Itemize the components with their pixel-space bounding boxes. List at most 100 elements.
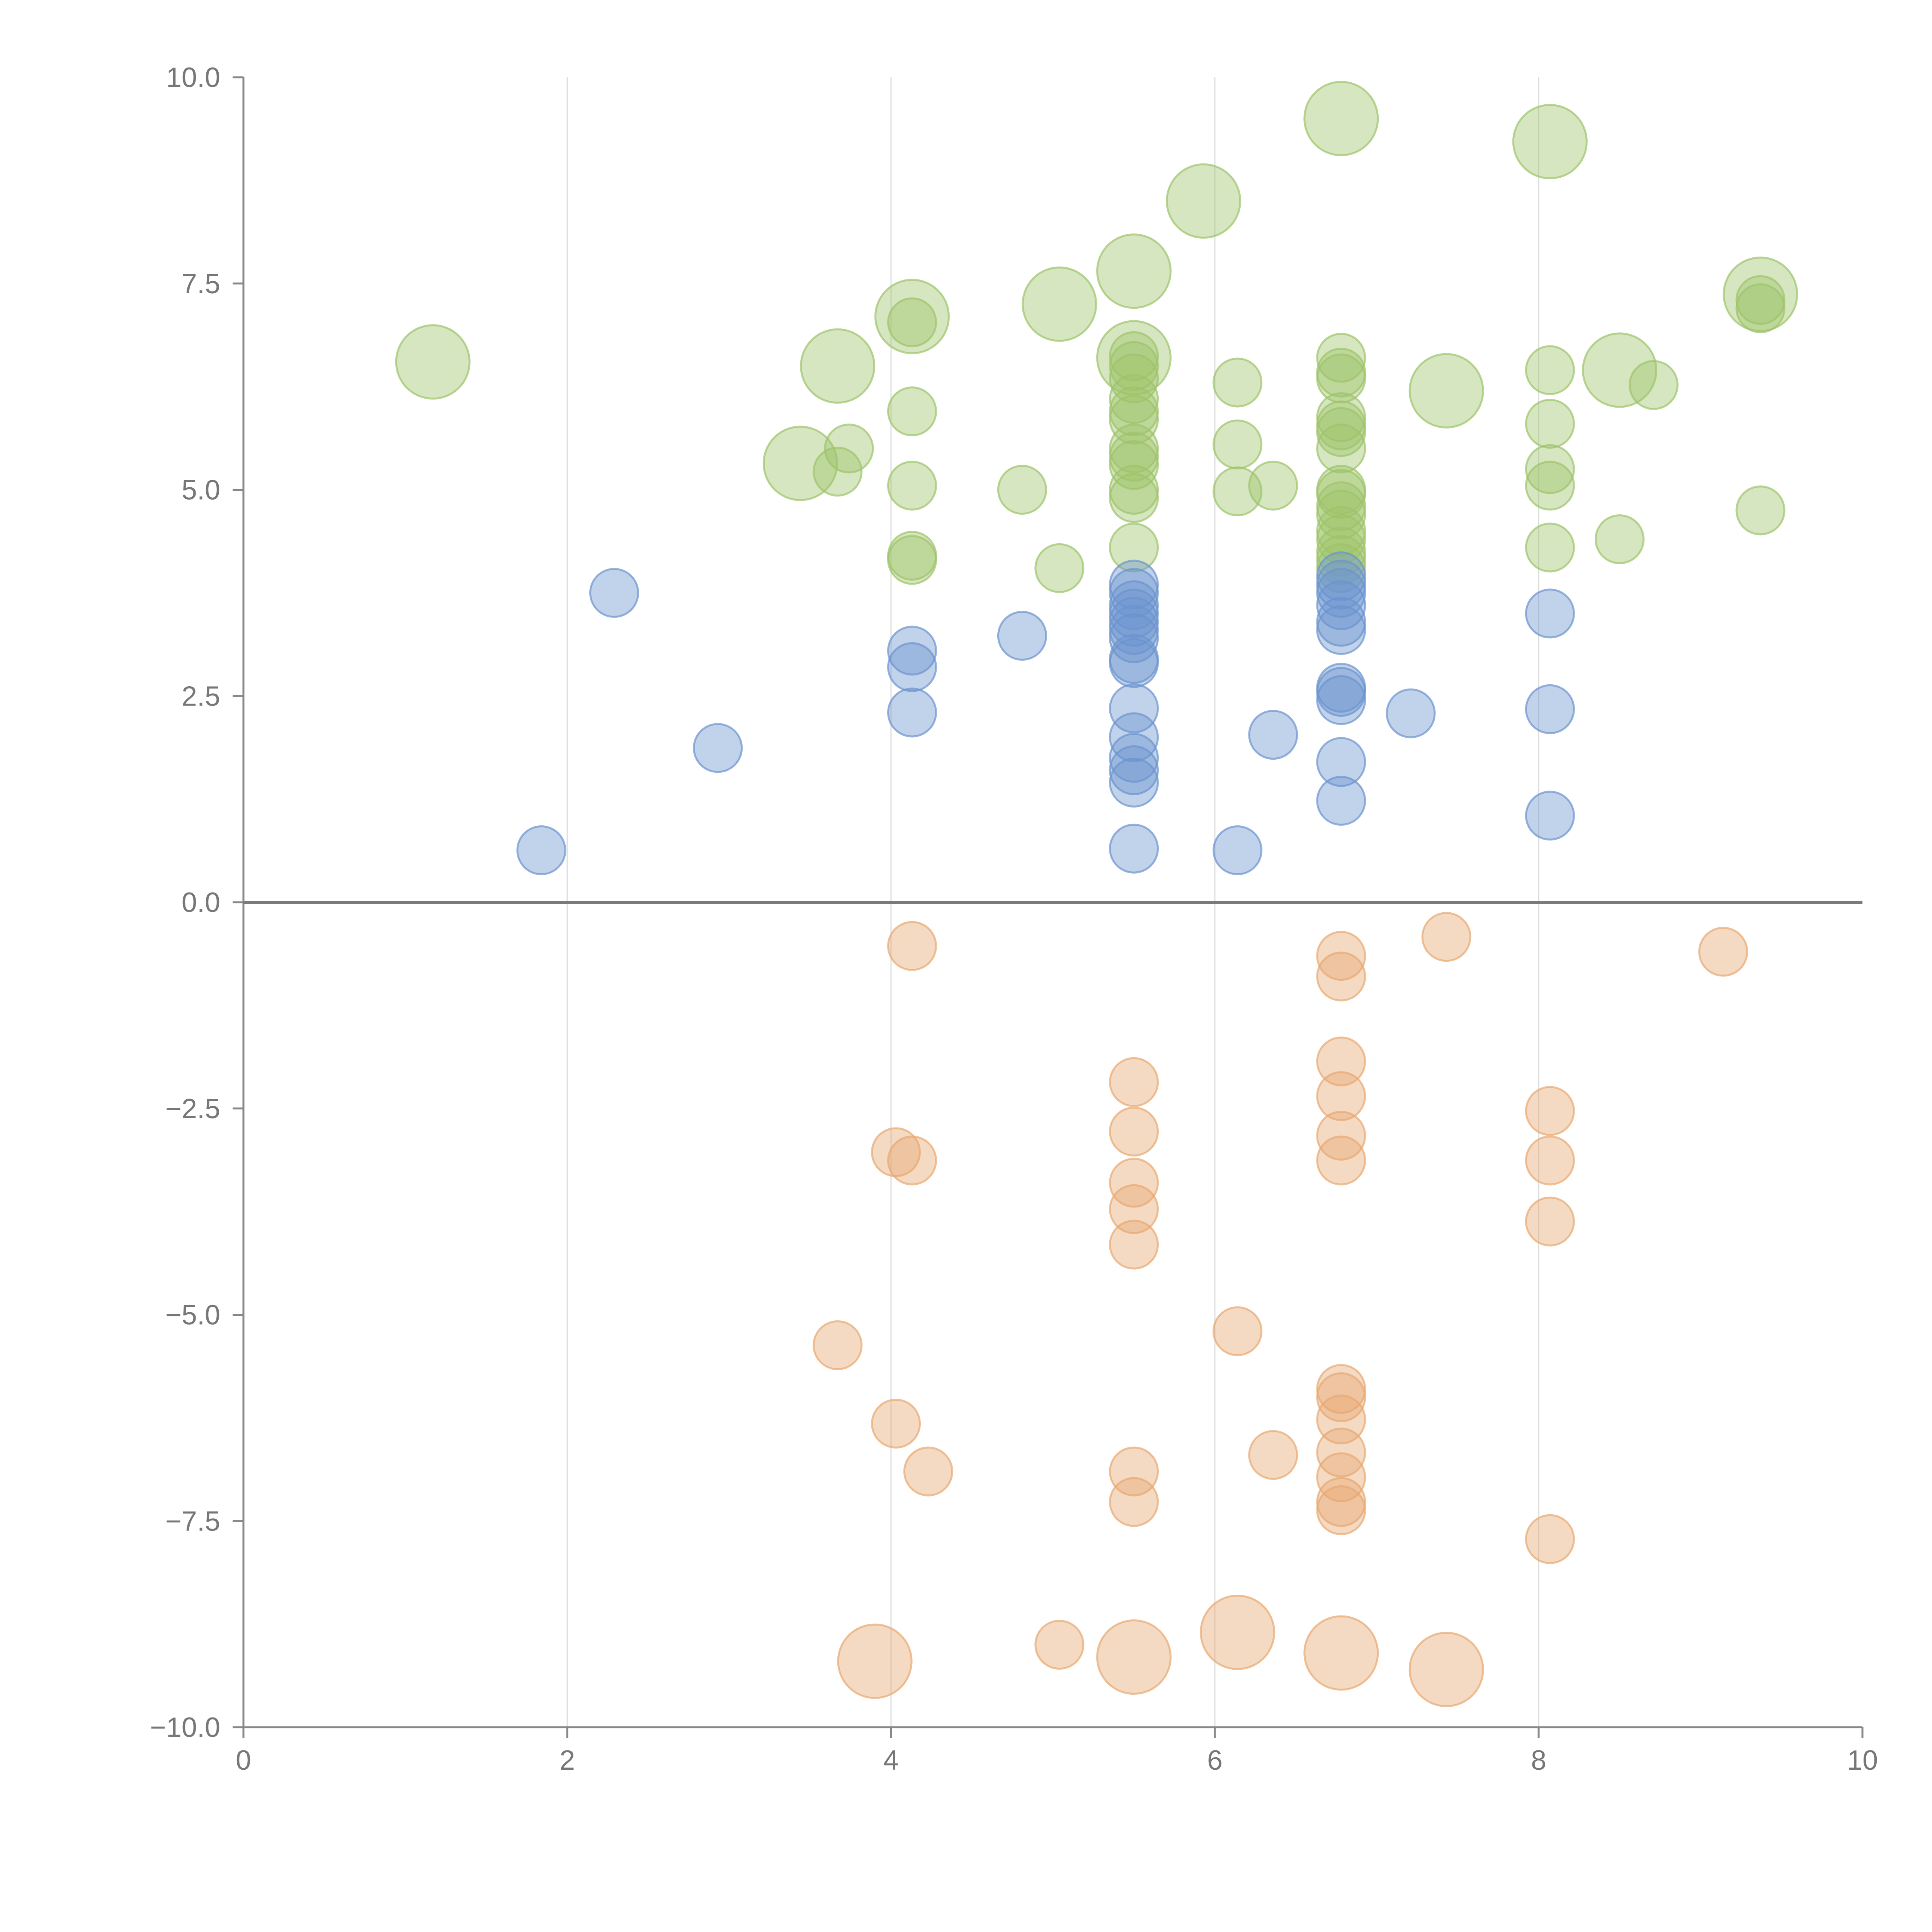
data-point-blue xyxy=(1316,737,1366,787)
data-point-orange xyxy=(871,1127,921,1177)
data-point-orange xyxy=(1525,1135,1575,1185)
y-tick-label: 2.5 xyxy=(182,681,220,712)
ticks: 0 2 4 6 8 10 10.0 7.5 5.0 2.5 0.0 −2.5 −5.0 −7.5 −10.0 xyxy=(150,62,1878,1776)
data-point-green xyxy=(1408,353,1484,429)
x-tick-label: 2 xyxy=(560,1745,575,1776)
data-point-green xyxy=(1303,81,1379,156)
data-point-green xyxy=(1109,395,1159,445)
data-point-orange xyxy=(1109,1446,1159,1497)
data-point-orange xyxy=(871,1398,921,1449)
data-point-green xyxy=(1109,522,1159,573)
y-tick-label: 0.0 xyxy=(182,887,220,918)
y-tick-label: 10.0 xyxy=(166,62,220,93)
data-point-green xyxy=(1525,444,1575,494)
x-tick-label: 8 xyxy=(1531,1745,1546,1776)
data-point-blue xyxy=(1316,568,1366,618)
data-point-blue xyxy=(997,611,1047,661)
data-point-blue xyxy=(693,723,743,773)
y-tick-label: 5.0 xyxy=(182,475,220,506)
data-point-orange xyxy=(1316,1485,1366,1535)
data-point-blue xyxy=(1109,823,1159,874)
data-point-orange xyxy=(887,1135,937,1185)
data-point-green xyxy=(1723,257,1798,332)
data-point-orange xyxy=(1316,931,1366,981)
data-point-blue xyxy=(516,825,566,875)
data-point-orange xyxy=(1200,1594,1276,1670)
data-point-orange xyxy=(1316,1135,1366,1185)
data-point-blue xyxy=(887,626,937,676)
data-point-orange xyxy=(1034,1620,1085,1670)
data-point-green xyxy=(1735,283,1786,333)
data-point-green xyxy=(1735,485,1786,536)
data-point-green xyxy=(1213,357,1263,408)
data-point-green xyxy=(1525,345,1575,395)
data-point-orange xyxy=(1525,1196,1575,1247)
data-point-blue xyxy=(1525,684,1575,734)
data-point-blue xyxy=(1386,688,1436,738)
data-point-green xyxy=(1248,461,1298,511)
data-point-blue xyxy=(1248,710,1298,760)
data-point-green xyxy=(887,461,937,511)
data-point-green xyxy=(1512,104,1588,180)
data-point-blue xyxy=(1109,638,1159,688)
data-point-green xyxy=(1096,233,1172,309)
data-point-green xyxy=(1109,374,1159,424)
data-point-green xyxy=(395,324,471,400)
data-point-green xyxy=(997,465,1047,515)
data-point-orange xyxy=(1213,1306,1263,1356)
data-point-orange xyxy=(1109,1184,1159,1234)
data-point-green xyxy=(887,297,937,347)
data-point-green xyxy=(1109,473,1159,523)
data-point-green xyxy=(1525,399,1575,449)
data-point-green xyxy=(1034,543,1085,593)
data-point-orange xyxy=(813,1320,863,1370)
data-point-green xyxy=(1316,333,1366,383)
data-point-orange xyxy=(1316,1036,1366,1087)
y-tick-label: −7.5 xyxy=(165,1506,220,1537)
x-tick-label: 4 xyxy=(883,1745,899,1776)
data-point-blue xyxy=(1109,683,1159,733)
data-point-green xyxy=(1213,419,1263,469)
data-point-blue xyxy=(887,687,937,738)
x-tick-label: 10 xyxy=(1847,1745,1878,1776)
y-tick-label: −2.5 xyxy=(165,1094,220,1124)
data-point-orange xyxy=(837,1623,913,1699)
data-point-green xyxy=(1316,407,1366,457)
data-point-green xyxy=(813,447,863,497)
data-point-blue xyxy=(1316,605,1366,655)
data-point-orange xyxy=(887,921,937,971)
data-point-orange xyxy=(1096,1619,1172,1695)
data-point-orange xyxy=(1109,1477,1159,1527)
data-point-green xyxy=(1316,469,1366,519)
data-point-blue xyxy=(1316,675,1366,725)
data-point-green xyxy=(1582,332,1657,408)
data-point-orange xyxy=(1109,1158,1159,1208)
data-point-blue xyxy=(1525,588,1575,639)
data-point-green xyxy=(1316,514,1366,565)
data-point-green xyxy=(887,535,937,585)
data-point-blue xyxy=(1109,757,1159,808)
data-point-blue xyxy=(1213,825,1263,875)
data-point-green xyxy=(800,328,876,404)
data-point-orange xyxy=(1525,1086,1575,1136)
data-point-green xyxy=(874,279,950,354)
x-tick-label: 6 xyxy=(1207,1745,1223,1776)
data-point-orange xyxy=(1408,1632,1484,1708)
data-point-green xyxy=(887,386,937,437)
data-point-orange xyxy=(1698,927,1748,977)
data-point-blue xyxy=(1316,776,1366,826)
data-points xyxy=(395,81,1798,1708)
data-point-orange xyxy=(1525,1514,1575,1564)
data-point-blue xyxy=(589,568,639,618)
data-point-green xyxy=(1022,266,1097,342)
data-point-blue xyxy=(1109,568,1159,618)
data-point-green xyxy=(1595,514,1645,565)
y-tick-label: −5.0 xyxy=(165,1300,220,1331)
data-point-orange xyxy=(1316,951,1366,1002)
data-point-orange xyxy=(1316,1071,1366,1121)
data-point-orange xyxy=(1109,1107,1159,1157)
data-point-blue xyxy=(1525,791,1575,841)
data-point-blue xyxy=(1109,745,1159,795)
